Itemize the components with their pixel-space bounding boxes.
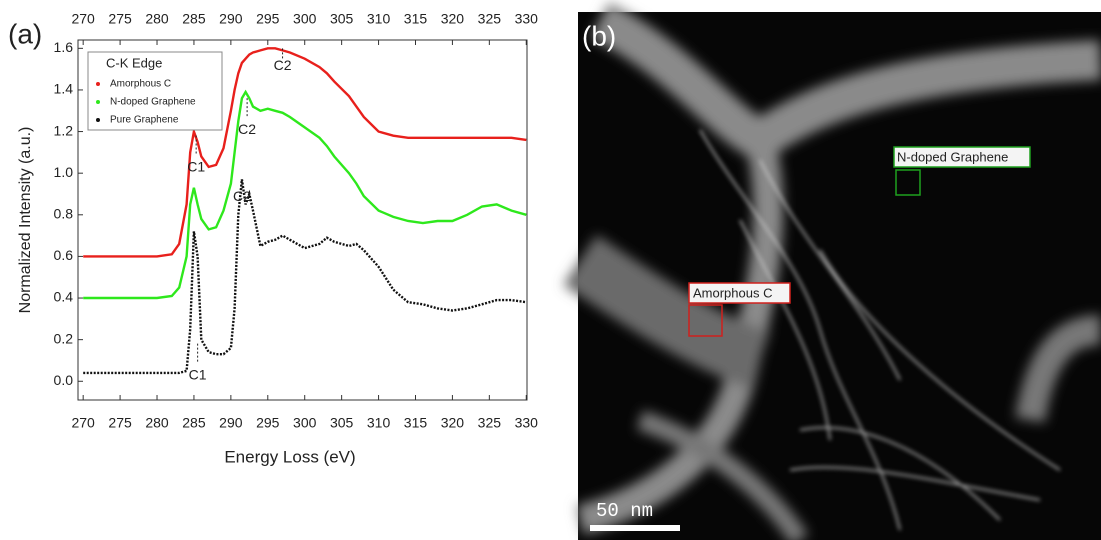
x-tick-label: 325	[478, 415, 502, 431]
annotation: C2	[233, 188, 251, 204]
scale-bar-label: 50 nm	[596, 500, 653, 522]
y-tick-label: 1.0	[54, 164, 74, 180]
x-tick-label: 295	[256, 415, 280, 431]
annotation: C2	[274, 57, 292, 73]
legend-marker	[96, 82, 100, 86]
x-tick-label: 285	[182, 415, 206, 431]
x-tick-label: 295	[256, 11, 280, 27]
x-tick-label: 285	[182, 11, 206, 27]
x-axis-label: Energy Loss (eV)	[224, 447, 355, 466]
x-tick-label: 320	[441, 415, 465, 431]
y-axis-label: Normalized Intensity (a.u.)	[17, 127, 34, 314]
y-tick-label: 1.4	[54, 81, 74, 97]
micrograph: N-doped Graphene Amorphous C 50 nm (b)	[578, 12, 1101, 540]
legend-title: C-K Edge	[106, 55, 162, 70]
y-tick-label: 0.0	[54, 372, 74, 388]
x-tick-label: 330	[515, 415, 539, 431]
y-tick-label: 0.4	[54, 289, 74, 305]
x-tick-label: 275	[108, 415, 132, 431]
x-tick-label: 290	[219, 415, 243, 431]
image-label: Amorphous C	[693, 285, 772, 300]
x-tick-label: 315	[404, 11, 428, 27]
page: {"panel_labels": ["(a)", "(b)"], "chart_…	[0, 0, 1101, 540]
legend-label: Pure Graphene	[110, 115, 179, 126]
image-label: N-doped Graphene	[897, 149, 1008, 164]
x-tick-label: 310	[367, 415, 391, 431]
x-tick-label: 300	[293, 11, 317, 27]
x-tick-label: 325	[478, 11, 502, 27]
x-tick-label: 305	[330, 415, 354, 431]
x-tick-label: 300	[293, 415, 317, 431]
x-tick-label: 280	[145, 415, 169, 431]
x-tick-label: 270	[71, 11, 95, 27]
legend-label: Amorphous C	[110, 79, 171, 90]
y-tick-label: 0.6	[54, 247, 74, 263]
annotation: C2	[238, 121, 256, 137]
x-tick-label: 275	[108, 11, 132, 27]
x-tick-label: 320	[441, 11, 465, 27]
figure: (a) Energy Loss (eV) Normalized Intensit…	[0, 0, 1101, 540]
annotation: C1	[189, 366, 207, 382]
x-tick-label: 315	[404, 415, 428, 431]
legend-marker	[96, 118, 100, 122]
legend-marker	[96, 100, 100, 104]
y-tick-label: 0.2	[54, 330, 74, 346]
series-line	[83, 179, 526, 373]
y-tick-label: 1.6	[54, 39, 74, 55]
panel-label: (b)	[582, 20, 616, 51]
x-tick-label: 270	[71, 415, 95, 431]
y-tick-label: 0.8	[54, 206, 74, 222]
annotation: C1	[187, 158, 205, 174]
panel-label: (a)	[8, 18, 42, 49]
legend-label: N-doped Graphene	[110, 97, 196, 108]
x-tick-label: 310	[367, 11, 391, 27]
x-tick-label: 280	[145, 11, 169, 27]
x-tick-label: 290	[219, 11, 243, 27]
y-tick-label: 1.2	[54, 122, 74, 138]
x-tick-label: 305	[330, 11, 354, 27]
x-tick-label: 330	[515, 11, 539, 27]
